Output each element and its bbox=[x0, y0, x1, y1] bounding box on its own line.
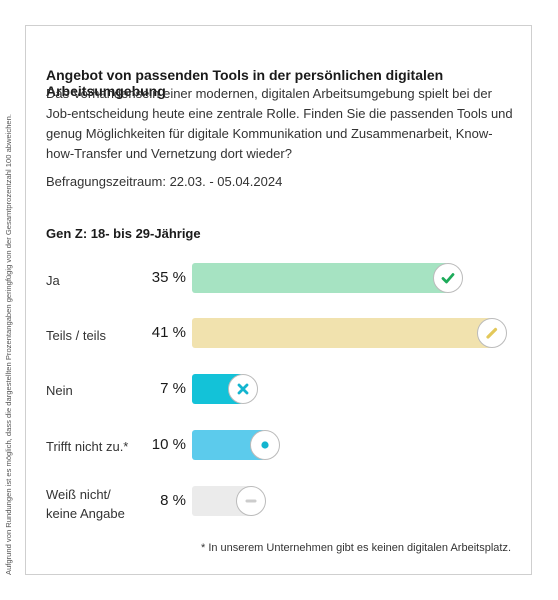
survey-card: Angebot von passenden Tools in der persö… bbox=[25, 25, 532, 575]
respondent-group: Gen Z: 18- bis 29-Jährige bbox=[46, 226, 201, 241]
dot-icon bbox=[261, 441, 269, 449]
cross-knob bbox=[228, 374, 259, 404]
pencil-knob bbox=[477, 318, 507, 348]
value-label: 35 % bbox=[151, 269, 186, 286]
bar bbox=[192, 318, 492, 348]
cross-icon bbox=[237, 383, 249, 395]
category-label: Teils / teils bbox=[46, 328, 106, 343]
rounding-note: Aufgrund von Rundungen ist es möglich, d… bbox=[4, 114, 13, 575]
pencil-icon bbox=[486, 327, 498, 339]
check-icon bbox=[441, 273, 455, 284]
value-label: 8 % bbox=[160, 492, 186, 509]
category-label: Nein bbox=[46, 383, 73, 398]
survey-question: Das Vorhandensein einer modernen, digita… bbox=[46, 86, 513, 161]
category-label: Trifft nicht zu.* bbox=[46, 439, 129, 454]
chart-title: Angebot von passenden Tools in der persö… bbox=[46, 67, 444, 99]
value-label: 41 % bbox=[151, 324, 186, 341]
footnote: * In unserem Unternehmen gibt es keinen … bbox=[200, 542, 511, 554]
minus-icon bbox=[245, 499, 257, 503]
bar bbox=[192, 263, 449, 293]
dot-knob bbox=[250, 430, 281, 460]
value-label: 10 % bbox=[151, 436, 186, 453]
survey-period: Befragungszeitraum: 22.03. - 05.04.2024 bbox=[46, 174, 283, 189]
minus-knob bbox=[235, 486, 266, 516]
category-label: Ja bbox=[46, 273, 60, 288]
category-label: Weiß nicht/ keine Angabe bbox=[46, 487, 125, 521]
value-label: 7 % bbox=[160, 380, 186, 397]
check-knob bbox=[433, 263, 464, 293]
